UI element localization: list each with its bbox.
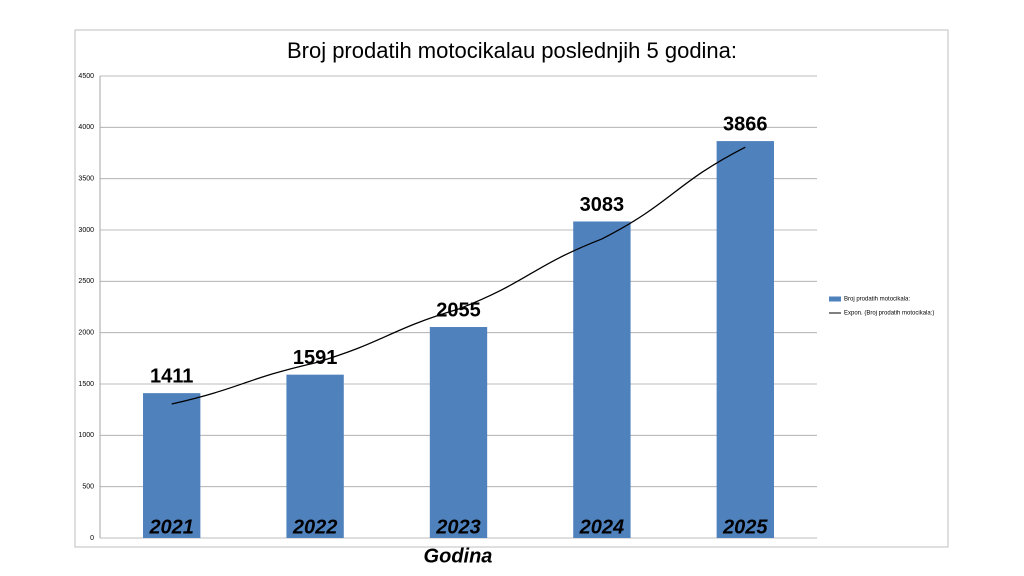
bar bbox=[143, 393, 201, 538]
y-tick-label: 1500 bbox=[78, 381, 94, 388]
y-tick-label: 0 bbox=[90, 535, 94, 542]
data-label: 3083 bbox=[580, 194, 625, 216]
y-tick-label: 3500 bbox=[78, 176, 94, 183]
x-tick-label: 2024 bbox=[579, 516, 625, 538]
x-axis-label: Godina bbox=[424, 545, 493, 567]
y-tick-label: 3000 bbox=[78, 227, 94, 234]
y-tick-label: 1000 bbox=[78, 432, 94, 439]
bar bbox=[716, 141, 774, 538]
x-tick-label: 2022 bbox=[292, 516, 338, 538]
data-label: 1411 bbox=[150, 365, 193, 387]
chart-frame bbox=[74, 29, 949, 548]
legend-swatch bbox=[829, 296, 841, 302]
trend-line bbox=[171, 146, 746, 405]
y-tick-label: 4000 bbox=[78, 124, 94, 131]
x-tick-label: 2023 bbox=[435, 516, 481, 538]
x-tick-label: 2025 bbox=[722, 516, 768, 538]
legend-label: Expon. (Broj prodatih motocikala:) bbox=[844, 311, 934, 317]
y-tick-label: 2500 bbox=[78, 278, 94, 285]
data-label: 3866 bbox=[723, 113, 768, 135]
bar bbox=[286, 374, 344, 538]
y-tick-label: 2000 bbox=[78, 330, 94, 337]
data-label: 1591 bbox=[293, 347, 338, 369]
legend-label: Broj prodatih motocikala: bbox=[844, 297, 910, 303]
y-tick-label: 4500 bbox=[78, 73, 94, 80]
bar bbox=[573, 221, 631, 538]
x-tick-label: 2021 bbox=[148, 516, 194, 538]
y-tick-label: 500 bbox=[82, 484, 94, 491]
chart-title: Broj prodatih motocikalau poslednjih 5 g… bbox=[287, 38, 737, 63]
bar bbox=[429, 327, 488, 538]
